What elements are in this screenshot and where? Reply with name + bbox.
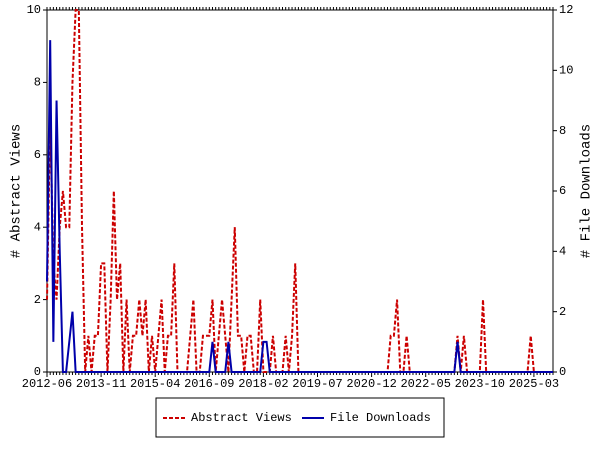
y-tick-label: 6 bbox=[34, 148, 41, 162]
x-tick-label: 2013-11 bbox=[76, 377, 126, 391]
x-tick-label: 2012-06 bbox=[22, 377, 72, 391]
plot-frame bbox=[46, 9, 554, 373]
y2-tick-label: 6 bbox=[559, 184, 566, 198]
y2-tick-label: 2 bbox=[559, 305, 566, 319]
line-series bbox=[46, 9, 553, 373]
y-axis-title: # Abstract Views bbox=[9, 124, 25, 258]
x-tick-label: 2023-10 bbox=[455, 377, 505, 391]
legend-label: File Downloads bbox=[330, 411, 431, 425]
y-tick-label: 4 bbox=[34, 220, 41, 234]
x-tick-label: 2016-09 bbox=[184, 377, 234, 391]
legend-label: Abstract Views bbox=[191, 411, 292, 425]
y-tick-label: 0 bbox=[34, 365, 41, 379]
y-tick-label: 8 bbox=[34, 76, 41, 90]
y2-tick-label: 12 bbox=[559, 3, 573, 17]
x-tick-label: 2020-12 bbox=[346, 377, 396, 391]
x-tick-label: 2018-02 bbox=[238, 377, 288, 391]
y2-axis-title: # File Downloads bbox=[579, 124, 595, 258]
y-tick-label: 10 bbox=[27, 3, 41, 17]
legend-box bbox=[155, 397, 445, 438]
y-tick-label: 2 bbox=[34, 293, 41, 307]
y2-tick-label: 0 bbox=[559, 365, 566, 379]
x-tick-label: 2015-04 bbox=[130, 377, 180, 391]
y2-tick-label: 10 bbox=[559, 64, 573, 78]
line-series bbox=[46, 40, 553, 373]
x-tick-label: 2019-07 bbox=[292, 377, 342, 391]
y2-tick-label: 8 bbox=[559, 124, 566, 138]
y2-tick-label: 4 bbox=[559, 245, 566, 259]
x-tick-label: 2022-05 bbox=[400, 377, 450, 391]
x-tick-label: 2025-03 bbox=[509, 377, 559, 391]
